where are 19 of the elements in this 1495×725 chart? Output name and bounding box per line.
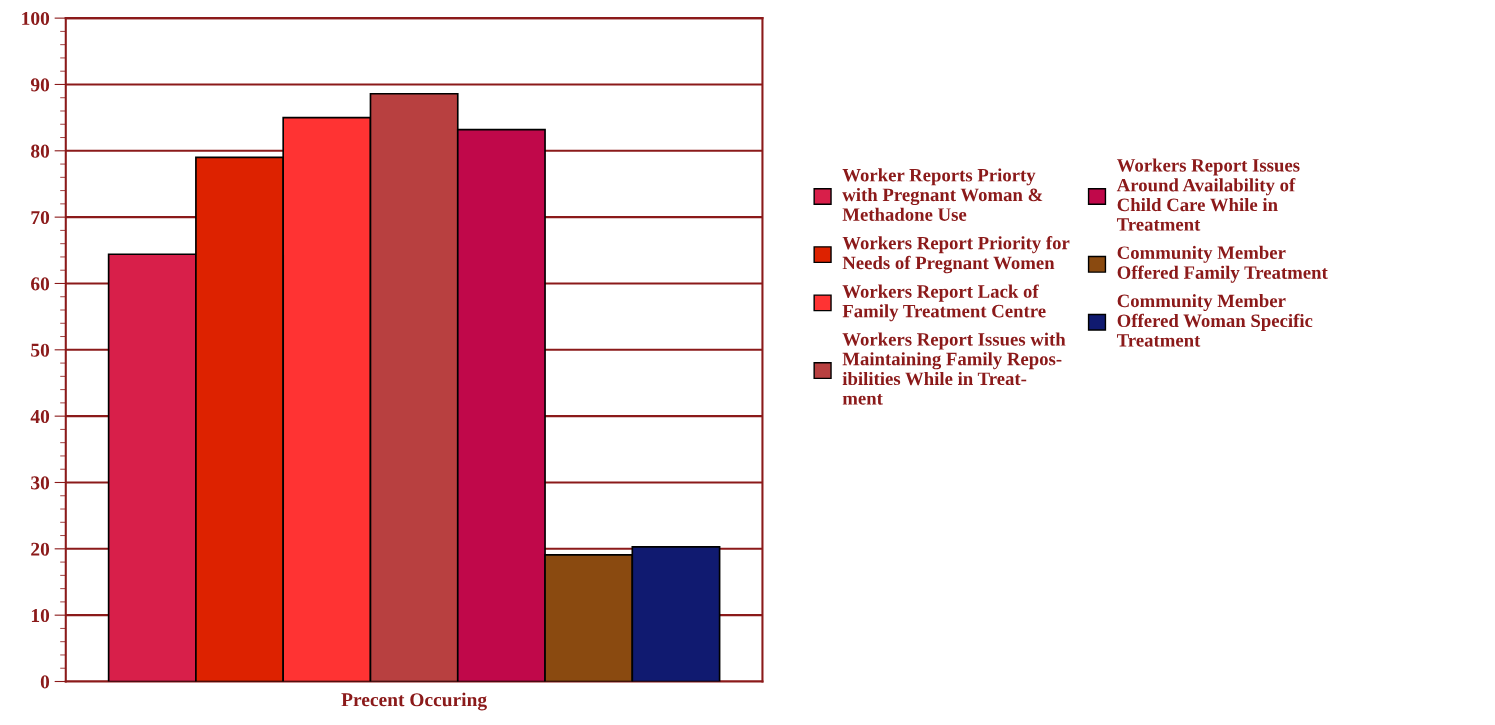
legend-label: Community Member Offered Family Treatment xyxy=(1117,245,1328,283)
y-tick-label: 70 xyxy=(31,210,50,225)
y-tick-label: 10 xyxy=(31,608,50,623)
legend-label: Workers Report Issues Around Availability of Child Care While in Treatment xyxy=(1116,158,1300,231)
legend-label: Workers Report Priority for Needs of Pregnant Women xyxy=(842,235,1070,274)
y-tick-label: 40 xyxy=(30,409,50,424)
y-tick-label: 50 xyxy=(31,343,50,357)
y-tick-label: 20 xyxy=(31,542,50,556)
y-tick-label: 90 xyxy=(30,78,50,92)
legend-label: Worker Reports Priorty with Pregnant Woman & Methadone Use xyxy=(842,168,1043,221)
y-tick-label: 0 xyxy=(40,675,50,689)
y-tick-label: 100 xyxy=(22,11,50,26)
y-tick-label: 80 xyxy=(31,144,50,158)
legend-label: Workers Report Lack of Family Treatment Centre xyxy=(842,284,1046,322)
x-tick-label: Precent Occuring xyxy=(341,692,487,711)
y-tick-label: 60 xyxy=(31,277,50,291)
y-tick-label: 30 xyxy=(31,476,50,490)
legend-label: Community Member Offered Woman Specific Treatment xyxy=(1116,293,1313,347)
legend-label: Workers Report Issues with Maintaining Family Repos- ibilities While in Treat- ment xyxy=(842,332,1066,405)
